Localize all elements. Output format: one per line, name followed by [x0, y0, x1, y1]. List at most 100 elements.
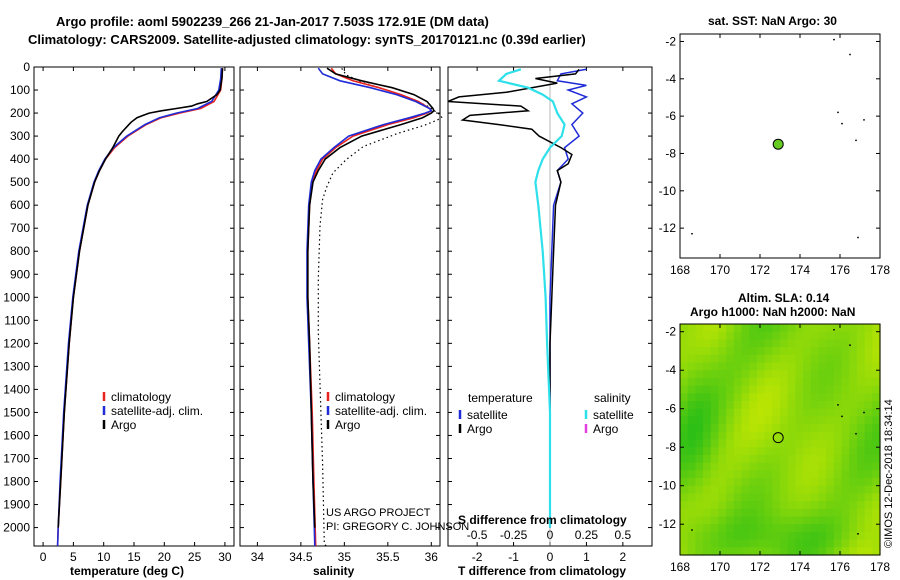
sla-heat-cell	[703, 485, 712, 494]
sla-heat-cell	[726, 393, 735, 402]
sla-heat-cell	[849, 454, 858, 464]
sla-heat-cell	[680, 370, 689, 379]
sla-heat-cell	[849, 516, 858, 525]
sla-heat-cell	[818, 531, 827, 541]
sla-heat-cell	[872, 393, 881, 402]
sla-heat-cell	[841, 454, 850, 464]
sla-heat-cell	[803, 501, 812, 510]
sla-heat-cell	[687, 416, 696, 425]
sla-heat-cell	[795, 454, 804, 464]
sla-heat-cell	[741, 516, 750, 525]
sla-heat-cell	[841, 485, 850, 494]
sla-heat-cell	[787, 485, 796, 494]
sla-heat-cell	[749, 431, 758, 441]
sla-heat-cell	[756, 362, 766, 371]
sla-heat-cell	[810, 485, 820, 494]
sla-heat-cell	[764, 424, 773, 433]
sla-heat-cell	[749, 408, 758, 417]
sla-heat-cell	[733, 377, 743, 387]
sla-heat-cell	[833, 447, 843, 456]
sla-heat-cell	[795, 493, 804, 502]
sla-heat-cell	[680, 470, 689, 479]
sla-heat-cell	[726, 524, 735, 533]
sla-heat-cell	[833, 362, 843, 371]
sla-heat-cell	[703, 531, 712, 541]
salinity-plot-frame	[239, 66, 441, 547]
sla_map-xtick-label: 170	[710, 560, 730, 574]
sla-heat-cell	[703, 539, 712, 548]
sla_map-island-dot	[691, 529, 693, 531]
sla-heat-cell	[787, 524, 796, 533]
sla-heat-cell	[680, 539, 689, 548]
sla-heat-cell	[818, 362, 827, 371]
depth-tick-label: 700	[10, 221, 30, 235]
sla-heat-cell	[695, 385, 704, 394]
sla-heat-cell	[872, 324, 881, 333]
sla-heat-cell	[687, 439, 696, 448]
sst_map-xtick-label: 178	[870, 263, 890, 277]
sal-satellite-line	[306, 67, 433, 547]
salinity-xlabel: salinity	[313, 564, 355, 578]
sla-heat-cell	[703, 401, 712, 410]
sla-heat-cell	[726, 424, 735, 433]
sla-heat-cell	[849, 447, 858, 456]
sla-heat-cell	[856, 516, 866, 525]
sla-heat-cell	[864, 485, 873, 494]
sla-heat-cell	[749, 447, 758, 456]
sla-heat-cell	[695, 485, 704, 494]
sla-heat-cell	[803, 547, 812, 556]
sal-legend-label: satellite-adj. clim.	[335, 404, 427, 418]
sla-heat-cell	[733, 416, 743, 425]
sla-heat-cell	[780, 547, 789, 556]
depth-tick-label: 1700	[3, 451, 30, 465]
sla-heat-cell	[703, 339, 712, 348]
diff-legend-label: Argo	[467, 422, 493, 436]
temperature-plot-frame	[33, 66, 235, 547]
sla-heat-cell	[726, 331, 735, 340]
sla-heat-cell	[864, 508, 873, 518]
imos-credit: ©IMOS 12-Dec-2018 18:34:14	[883, 399, 895, 548]
sla-heat-cell	[810, 362, 820, 371]
sla-heat-cell	[749, 424, 758, 433]
sla-heat-cell	[833, 439, 843, 448]
sla-heat-cell	[818, 401, 827, 410]
sla-heat-cell	[749, 478, 758, 487]
sla-heat-cell	[841, 408, 850, 417]
difference-xlabel: T difference from climatology	[458, 564, 626, 578]
sla-heat-cell	[687, 324, 696, 333]
sla-heat-cell	[710, 339, 720, 348]
sla-heat-cell	[818, 447, 827, 456]
figure-title-line2: Climatology: CARS2009. Satellite-adjuste…	[28, 32, 586, 47]
sla-heat-cell	[856, 439, 866, 448]
sla-heat-cell	[826, 516, 835, 525]
sla-heat-cell	[756, 408, 766, 417]
sla-heat-cell	[780, 524, 789, 533]
sla-heat-cell	[864, 385, 873, 394]
sla-heat-cell	[787, 493, 796, 502]
sla-heat-cell	[710, 401, 720, 410]
sla-heat-cell	[749, 362, 758, 371]
sla-heat-cell	[756, 324, 766, 333]
sla-heat-cell	[710, 362, 720, 371]
difference-xtick-label: 0	[547, 550, 554, 564]
sla-heat-cell	[733, 324, 743, 333]
sla-heat-cell	[818, 331, 827, 340]
temperature-xtick-label: 15	[127, 550, 141, 564]
sla-heat-cell	[818, 539, 827, 548]
sla-heat-cell	[780, 531, 789, 541]
sla-heat-cell	[772, 470, 781, 479]
diff-top-tick-label: 0.25	[575, 528, 599, 542]
sla-heat-cell	[764, 516, 773, 525]
sla-heat-cell	[764, 470, 773, 479]
sla-heat-cell	[787, 370, 796, 379]
sla-heat-cell	[826, 431, 835, 441]
sla-heat-cell	[710, 524, 720, 533]
sla-heat-cell	[687, 431, 696, 441]
sla-heat-cell	[749, 416, 758, 425]
sla-heat-cell	[741, 524, 750, 533]
sla-heat-cell	[764, 501, 773, 510]
sla-heat-cell	[803, 401, 812, 410]
sla-heat-cell	[856, 401, 866, 410]
sla-heat-cell	[864, 501, 873, 510]
sla-heat-cell	[710, 424, 720, 433]
